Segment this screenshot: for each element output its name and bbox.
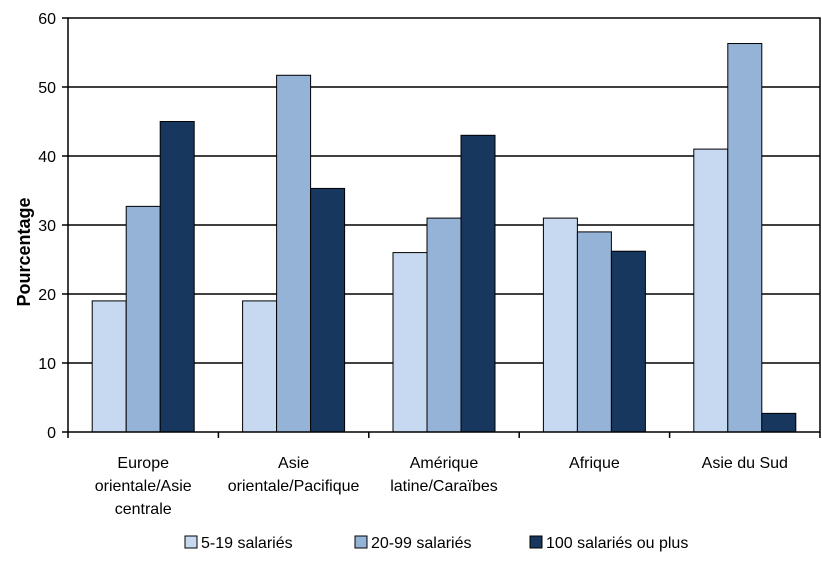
x-category-line: centrale — [115, 501, 172, 518]
y-tick-label: 10 — [38, 356, 56, 373]
x-category-line: Europe — [117, 455, 169, 472]
y-axis: 0 10 20 30 40 50 60 — [38, 11, 68, 442]
x-category-line: Asie du Sud — [702, 455, 788, 472]
bars — [91, 43, 797, 433]
x-category-line: Amérique — [410, 455, 479, 472]
bar — [693, 148, 729, 433]
bar — [242, 300, 278, 433]
bar — [761, 412, 797, 433]
x-category-label: Asie du Sud — [702, 455, 788, 472]
legend: 5-19 salariés 20-99 salariés 100 salariés … — [184, 535, 688, 552]
y-tick-label: 0 — [47, 425, 56, 442]
legend-swatch — [529, 535, 543, 549]
y-axis-label: Pourcentage — [14, 197, 34, 306]
bar — [276, 74, 312, 433]
y-tick-label: 60 — [38, 11, 56, 28]
bar — [460, 134, 496, 433]
bar — [310, 187, 346, 433]
y-tick-label: 40 — [38, 149, 56, 166]
x-category-line: orientale/Pacifique — [228, 478, 360, 495]
legend-label: 100 salariés ou plus — [546, 535, 688, 552]
y-tick-label: 30 — [38, 218, 56, 235]
x-axis: Europe orientale/Asie centrale Asie oriental… — [67, 432, 821, 518]
x-category-line: Afrique — [569, 455, 620, 472]
bar — [392, 252, 428, 433]
x-category-line: latine/Caraïbes — [390, 478, 498, 495]
y-tick-label: 50 — [38, 80, 56, 97]
legend-swatch — [184, 535, 198, 549]
bar — [91, 300, 127, 433]
x-category-label: Afrique — [569, 455, 620, 472]
x-category-label: Europe orientale/Asie centrale — [95, 455, 192, 518]
x-category-label: Asie orientale/Pacifique — [228, 455, 360, 495]
legend-swatch — [354, 535, 368, 549]
x-category-line: Asie — [278, 455, 309, 472]
bar — [159, 121, 195, 433]
bar — [542, 217, 578, 433]
bar — [125, 205, 161, 433]
bar — [576, 231, 612, 433]
legend-label: 20-99 salariés — [371, 535, 472, 552]
x-category-line: orientale/Asie — [95, 478, 192, 495]
x-category-label: Amérique latine/Caraïbes — [390, 455, 498, 495]
bar — [426, 217, 462, 433]
bar — [610, 250, 646, 433]
legend-label: 5-19 salariés — [201, 535, 293, 552]
y-tick-label: 20 — [38, 287, 56, 304]
bar — [727, 43, 763, 433]
